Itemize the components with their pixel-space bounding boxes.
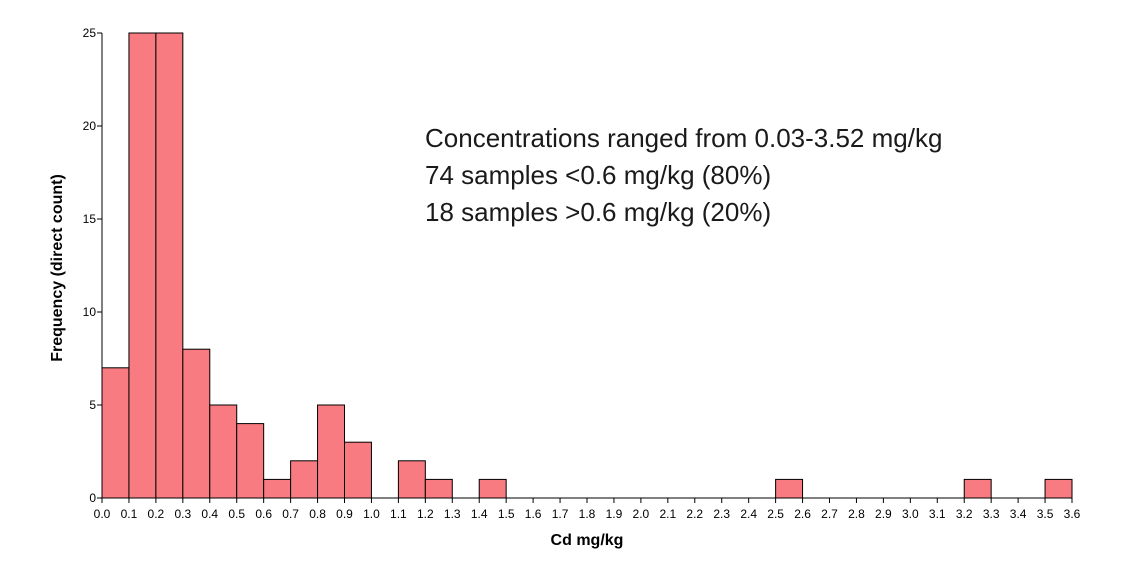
x-tick-label: 1.7 [552,507,569,521]
annotation-below: 74 samples <0.6 mg/kg (80%) [425,160,772,190]
x-tick-label: 0.9 [336,507,353,521]
x-tick-label: 2.2 [686,507,703,521]
x-tick-label: 0.4 [201,507,218,521]
x-tick-label: 3.3 [983,507,1000,521]
histogram-bar [209,404,238,499]
histogram-bar [344,441,372,499]
x-tick-label: 1.0 [363,507,380,521]
x-tick-label: 0.8 [309,507,326,521]
x-tick-label: 2.6 [794,507,811,521]
x-tick-label: 2.5 [767,507,784,521]
x-tick-label: 2.0 [633,507,650,521]
x-tick-label: 1.4 [471,507,488,521]
x-tick-label: 0.6 [255,507,272,521]
x-tick-label: 0.2 [148,507,165,521]
x-axis-label: Cd mg/kg [551,532,624,549]
x-tick-label: 0.7 [282,507,299,521]
x-tick-label: 3.1 [929,507,946,521]
x-tick-label: 1.5 [498,507,515,521]
y-tick-label: 5 [89,398,96,412]
histogram-bar [424,478,453,499]
annotation-block: Concentrations ranged from 0.03-3.52 mg/… [425,120,942,231]
histogram-bar [236,423,265,499]
annotation-above: 18 samples >0.6 mg/kg (20%) [425,197,772,227]
histogram-bar [1044,478,1073,499]
x-tick-label: 2.9 [875,507,892,521]
y-tick-label: 20 [83,119,97,133]
y-tick-label: 0 [89,491,96,505]
histogram-bar [155,32,184,499]
histogram-bar [128,32,157,499]
histogram-bar [101,367,130,499]
bars-group [101,32,1073,499]
annotation-range: Concentrations ranged from 0.03-3.52 mg/… [425,123,943,153]
x-tick-label: 0.5 [228,507,245,521]
x-tick-label: 3.5 [1037,507,1054,521]
histogram-bar [775,478,804,499]
histogram-bar [317,404,345,499]
histogram-bar [182,348,211,499]
y-ticks-group: 0 5 10 15 20 25 [83,26,102,505]
histogram-bar [290,460,319,499]
x-tick-label: 1.3 [444,507,461,521]
x-tick-label: 1.8 [579,507,596,521]
x-tick-label: 0.3 [174,507,191,521]
x-tick-label: 3.0 [902,507,919,521]
x-tick-label: 2.4 [740,507,757,521]
x-tick-label: 0.0 [94,507,111,521]
x-tick-label: 3.4 [1010,507,1027,521]
histogram-bar [263,478,292,499]
histogram-bar [478,478,507,499]
x-tick-label: 1.6 [525,507,542,521]
x-tick-label: 2.8 [848,507,865,521]
x-tick-label: 2.1 [659,507,676,521]
x-tick-label: 2.7 [821,507,838,521]
x-tick-label: 1.2 [417,507,434,521]
x-tick-label: 3.6 [1064,507,1081,521]
histogram-bar [963,478,992,499]
x-tick-label: 0.1 [121,507,138,521]
x-ticks-group: 0.0 0.1 0.2 0.3 0.4 0.5 0.6 0.7 0.8 0.9 1.0 1.1 1.2 1… [94,498,1081,521]
x-tick-label: 1.1 [390,507,407,521]
y-tick-label: 10 [83,305,97,319]
x-tick-label: 3.2 [956,507,973,521]
y-tick-label: 25 [83,26,97,40]
y-axis-label: Frequency (direct count) [49,174,66,362]
y-tick-label: 15 [83,212,97,226]
x-tick-label: 1.9 [606,507,623,521]
histogram-bar [397,460,426,499]
x-tick-label: 2.3 [713,507,730,521]
